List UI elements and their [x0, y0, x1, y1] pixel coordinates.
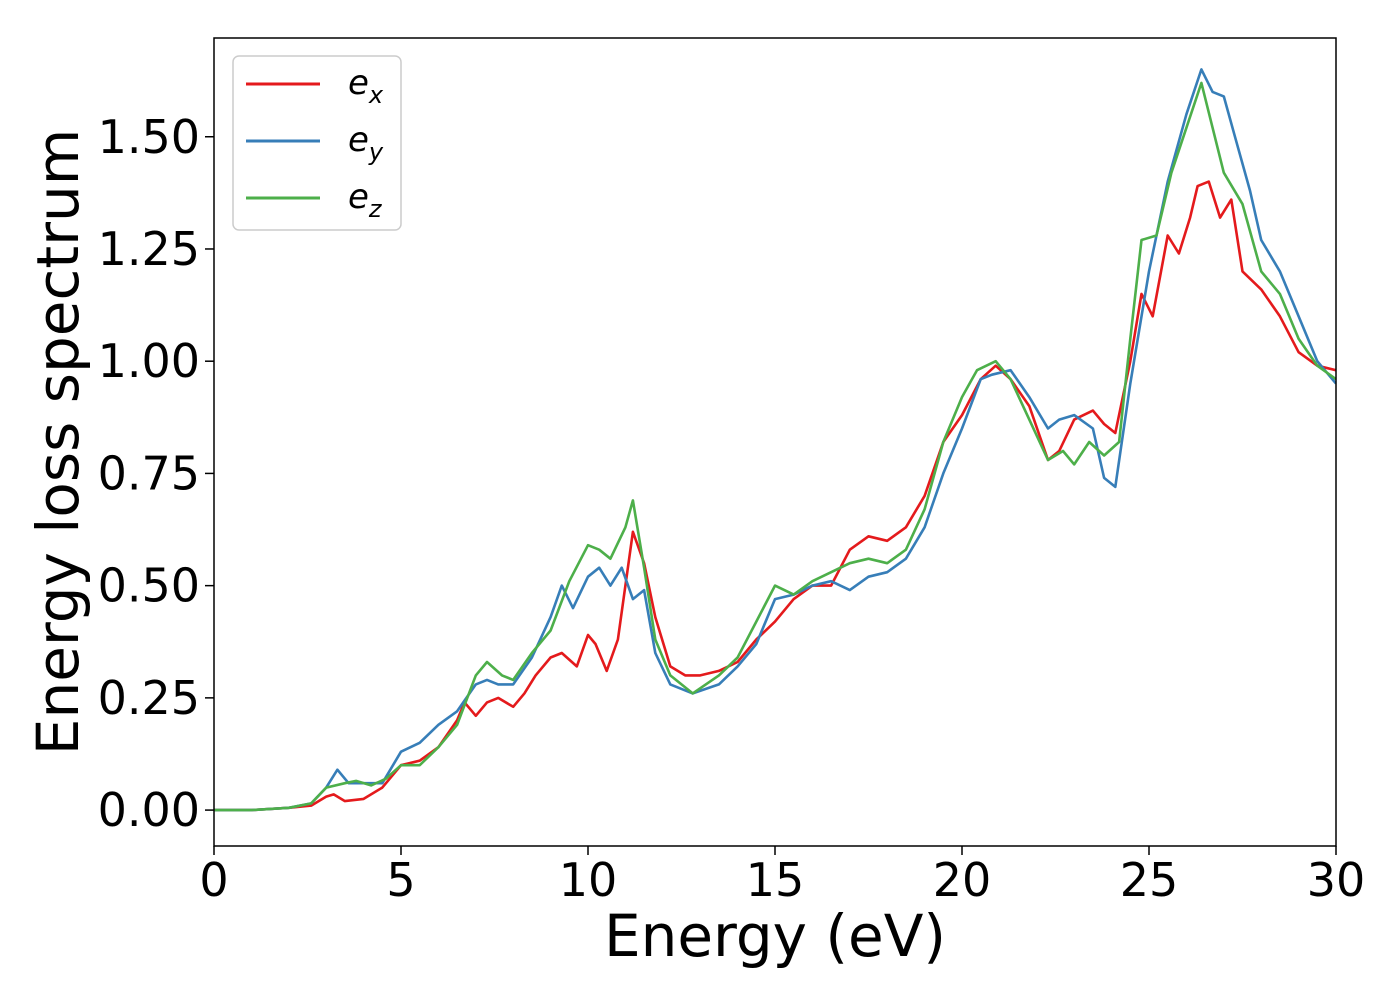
x-tick-label: 5	[386, 853, 415, 907]
series-line-z	[214, 81, 1336, 812]
legend-label-z: ez	[348, 177, 383, 223]
legend: ex ey ez	[232, 55, 402, 231]
series-line-x	[214, 180, 1336, 812]
y-tick-label: 0.75	[98, 446, 200, 500]
legend-label-y: ey	[348, 120, 384, 166]
x-tick-label: 0	[199, 853, 228, 907]
legend-box	[232, 55, 402, 231]
y-tick-label: 0.00	[98, 783, 200, 837]
x-axis-ticks: 0 5 10 15 20 25 30	[199, 846, 1365, 907]
y-tick-label: 1.25	[98, 222, 200, 276]
y-tick-label: 1.00	[98, 334, 200, 388]
series-layer	[214, 68, 1336, 812]
x-tick-label: 15	[746, 853, 805, 907]
y-axis-label: Energy loss spectrum	[24, 129, 92, 755]
x-axis-label: Energy (eV)	[604, 902, 946, 970]
x-tick-label: 25	[1120, 853, 1179, 907]
legend-label-x: ex	[348, 63, 384, 109]
y-tick-label: 0.25	[98, 671, 200, 725]
x-tick-label: 10	[559, 853, 618, 907]
y-tick-label: 0.50	[98, 559, 200, 613]
x-tick-label: 30	[1307, 853, 1366, 907]
y-axis-ticks: 0.00 0.25 0.50 0.75 1.00 1.25 1.50	[98, 110, 214, 837]
y-tick-label: 1.50	[98, 110, 200, 164]
x-tick-label: 20	[933, 853, 992, 907]
